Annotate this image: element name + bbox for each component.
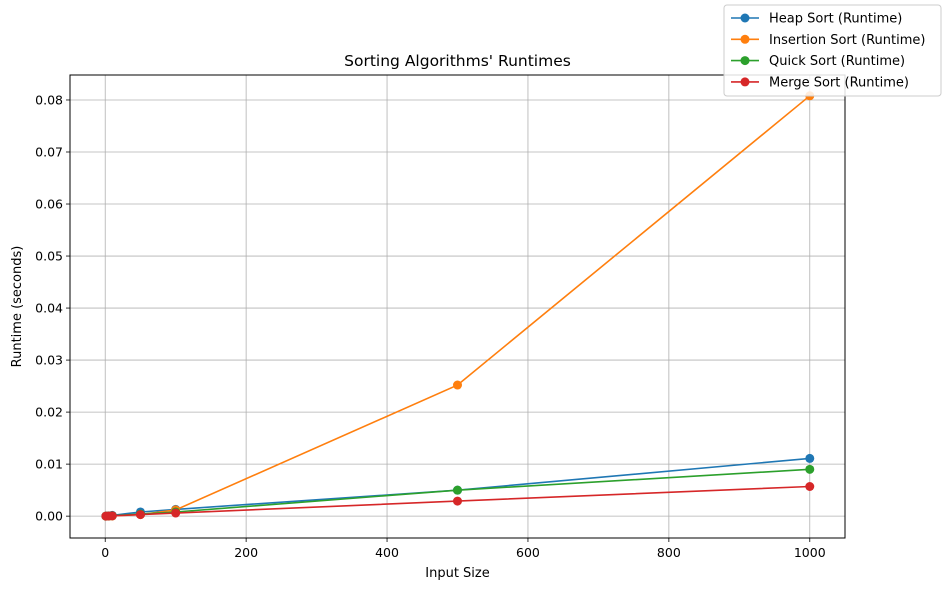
data-point (453, 485, 462, 495)
legend-label: Quick Sort (Runtime) (769, 54, 905, 69)
x-tick-label: 1000 (794, 545, 826, 560)
y-tick-label: 0.07 (35, 144, 63, 159)
y-tick-label: 0.08 (35, 92, 63, 107)
y-tick-label: 0.01 (35, 457, 63, 472)
legend-label: Merge Sort (Runtime) (769, 75, 909, 90)
legend-box (723, 4, 942, 97)
chart-title: Sorting Algorithms' Runtimes (344, 52, 571, 70)
legend-swatch-marker (740, 34, 750, 44)
legend-label: Insertion Sort (Runtime) (769, 33, 925, 48)
x-axis-label: Input Size (425, 566, 489, 581)
x-tick-label: 600 (516, 545, 540, 560)
legend-swatch-marker (740, 13, 750, 23)
x-tick-label: 0 (101, 545, 109, 560)
x-tick-label: 800 (657, 545, 681, 560)
y-tick-label: 0.05 (35, 249, 63, 264)
grid (70, 75, 845, 538)
y-tick-label: 0.06 (35, 197, 63, 212)
data-point (805, 481, 815, 491)
x-tick-label: 200 (234, 545, 258, 560)
series-layer (101, 91, 815, 521)
plot-frame (69, 74, 846, 539)
data-point (805, 464, 815, 474)
data-point (453, 496, 462, 506)
data-point (135, 510, 145, 520)
data-point (107, 511, 117, 521)
legend: Heap Sort (Runtime) Insertion Sort (Runti… (723, 4, 942, 97)
y-tick-label: 0.00 (35, 509, 63, 524)
data-point (171, 508, 181, 518)
data-point (453, 380, 462, 390)
y-tick-label: 0.02 (35, 405, 63, 420)
legend-label: Heap Sort (Runtime) (769, 12, 902, 27)
data-point (805, 453, 815, 463)
y-axis-label: Runtime (seconds) (10, 246, 25, 368)
y-tick-label: 0.04 (35, 301, 63, 316)
ticks: 0 200 400 600 800 1000 0.00 0.01 0.02 0.03 0.04 0.0… (35, 92, 826, 560)
x-tick-label: 400 (375, 545, 399, 560)
y-tick-label: 0.03 (35, 353, 63, 368)
legend-swatch-marker (740, 77, 750, 87)
legend-swatch-marker (740, 56, 750, 66)
